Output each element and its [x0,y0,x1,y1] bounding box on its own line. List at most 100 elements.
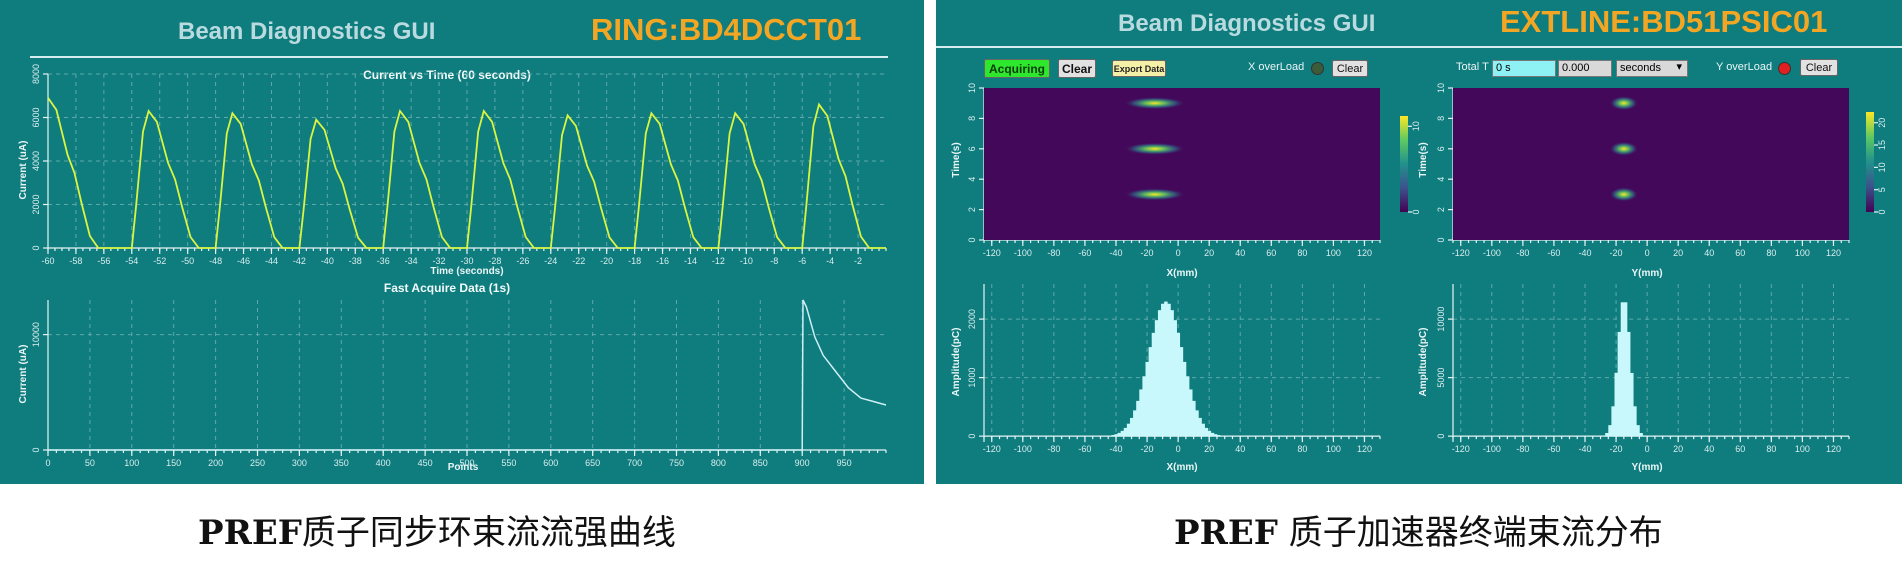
x-tick-label: 200 [208,458,223,468]
y-overload-label: Y overLoad [1716,61,1773,73]
x-overload-indicator [1311,62,1324,75]
y-tick-label: 8 [1436,116,1446,121]
x-tick-label: 20 [1204,444,1214,454]
x-tick-label: 120 [1357,248,1372,258]
caption-bold: PREF [1174,513,1278,553]
x-tick-label: 60 [1266,248,1276,258]
time-value-field[interactable]: 0.000 [1558,60,1612,77]
histogram-bar [1642,435,1646,437]
x-tick-label: 80 [1297,248,1307,258]
x-tick-label: -42 [293,256,306,266]
histogram-bar [1136,400,1140,437]
y-tick-label: 4 [1436,177,1446,182]
x-tick-label: 550 [501,458,516,468]
histogram-bar [1623,302,1628,437]
y-tick-label: 1000 [967,368,977,388]
x-tick-label: -100 [1014,248,1032,258]
x-tick-label: -20 [1141,444,1154,454]
x-tick-label: 20 [1673,248,1683,258]
histogram-bar [1170,310,1174,437]
x-tick-label: 650 [585,458,600,468]
chart-title: Fast Acquire Data (1s) [384,281,510,295]
y-tick-label: 0 [967,434,977,439]
x-tick-label: -80 [1047,248,1060,258]
histogram-bar [1133,410,1137,437]
x-tick-label: -120 [1452,444,1470,454]
y-heatmap-y-label: Time(s) [1418,142,1429,177]
histogram-bar [1145,361,1150,437]
histogram-bar [1201,423,1205,437]
y-tick-label: 4 [967,177,977,182]
x-tick-label: 100 [1795,248,1810,258]
y-tick-label: 2 [1436,207,1446,212]
beam-spot [1124,188,1185,201]
title-divider [30,56,888,58]
x-tick-label: -60 [1078,248,1091,258]
x-tick-label: -60 [1547,248,1560,258]
x-tick-label: -80 [1516,248,1529,258]
x-tick-label: -6 [798,256,806,266]
x-hist-x-label: X(mm) [1166,462,1197,473]
x-tick-label: -56 [97,256,110,266]
y-tick-label: 8 [967,116,977,121]
x-tick-label: -40 [1578,248,1591,258]
x-tick-label: -16 [656,256,669,266]
y-tick-label: 10 [1436,83,1446,93]
histogram-bar [1185,376,1190,437]
x-tick-label: -2 [854,256,862,266]
chevron-down-icon: ▾ [1676,61,1682,73]
device-name: EXTLINE:BD51PSIC01 [1500,4,1828,39]
x-tick-label: 80 [1297,444,1307,454]
x-tick-label: 950 [837,458,852,468]
x-tick-label: 0 [1645,248,1650,258]
clear-button[interactable]: Clear [1058,59,1096,78]
x-tick-label: -34 [405,256,418,266]
heatmap-background [1453,88,1849,240]
x-tick-label: -58 [69,256,82,266]
y-tick-label: 2000 [31,194,41,214]
acquiring-button[interactable]: Acquiring [984,59,1050,78]
x-tick-label: 150 [166,458,181,468]
histogram-bar [1633,406,1637,437]
x-tick-label: 0 [1645,444,1650,454]
histogram-bar [1220,435,1224,437]
x-tick-label: 0 [45,458,50,468]
y-heatmap-x-label: Y(mm) [1631,268,1662,279]
x-tick-label: -40 [321,256,334,266]
colorbar [1400,116,1408,212]
x-tick-label: -80 [1516,444,1529,454]
histogram-bar [1108,435,1112,437]
left-caption: PREF质子同步环束流流强曲线 [198,505,676,554]
x-tick-label: 800 [711,458,726,468]
x-tick-label: -20 [1141,248,1154,258]
x-clear-button[interactable]: Clear [1332,60,1368,77]
x-tick-label: -28 [488,256,501,266]
x-tick-label: -40 [1578,444,1591,454]
unit-select[interactable]: seconds ▾ [1616,60,1688,77]
histogram-bar [1608,425,1612,437]
histogram-bar [1111,435,1115,437]
y-tick-label: 10000 [31,322,41,347]
x-tick-label: 120 [1357,444,1372,454]
x-tick-label: 450 [418,458,433,468]
x-tick-label: 600 [543,458,558,468]
export-data-button[interactable]: Export Data [1112,60,1166,77]
caption-bold: PREF [198,513,302,553]
total-t-field[interactable]: 0 s [1492,60,1556,77]
x-tick-label: -52 [153,256,166,266]
y-tick-label: 2000 [967,309,977,329]
x-tick-label: 850 [753,458,768,468]
x-tick-label: -100 [1483,248,1501,258]
current-vs-time-chart: Current vs Time (60 seconds) Current (uA… [18,64,887,277]
x-tick-label: 120 [1826,444,1841,454]
x-tick-label: 60 [1266,444,1276,454]
histogram-bar [1151,332,1156,437]
x-tick-label: -100 [1014,444,1032,454]
histogram-bar [1161,303,1165,437]
y-clear-button[interactable]: Clear [1800,59,1838,76]
x-axis-label: Points [448,462,479,473]
x-tick-label: -14 [684,256,697,266]
histogram-bar [1173,320,1177,437]
histogram-bar [1639,433,1643,437]
x-tick-label: -100 [1483,444,1501,454]
